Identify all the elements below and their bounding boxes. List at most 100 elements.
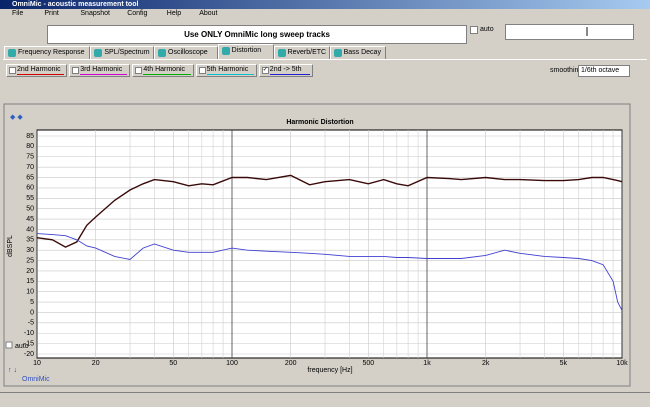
chart-auto-label: auto (15, 343, 29, 350)
harmonic-label: 4th Harmonic (143, 66, 186, 73)
tab-icon (8, 49, 16, 57)
tab-label: Bass Decay (343, 49, 381, 56)
plot-area (36, 129, 623, 359)
y-tick-label: 80 (26, 143, 34, 150)
y-tick-label: 0 (30, 309, 34, 316)
checkbox[interactable] (5, 341, 13, 349)
x-tick-label: 10 (33, 360, 41, 367)
tab[interactable]: SPL/Spectrum (90, 46, 154, 59)
x-tick-label: 1k (423, 360, 431, 367)
harmonic-color (269, 74, 310, 75)
tab-label: Frequency Response (18, 49, 85, 56)
harmonic-option[interactable]: 4th Harmonic (132, 64, 194, 77)
harmonic-label: 2nd Harmonic (17, 66, 61, 73)
tab-icon (94, 49, 103, 57)
y-tick-label: 15 (26, 278, 34, 285)
tab-label: Distortion (231, 47, 262, 54)
x-tick-label: 200 (285, 360, 297, 367)
nav-arrows[interactable]: ↑ ↓ (8, 367, 17, 374)
x-tick-label: 50 (169, 360, 177, 367)
harmonic-label: 5th Harmonic (206, 66, 249, 73)
y-tick-label: 30 (26, 247, 34, 254)
checkbox[interactable] (72, 67, 80, 74)
x-tick-label: 10k (616, 360, 628, 367)
y-tick-label: 40 (26, 226, 34, 233)
tab[interactable]: Bass Decay (329, 46, 386, 59)
series-line (36, 233, 623, 311)
tab-icon (277, 49, 286, 57)
brand-label: OmniMic (22, 376, 50, 383)
x-axis-label: frequency [Hz] (307, 367, 352, 374)
tab-icon (221, 47, 230, 55)
menu-bar: File Print Snapshot Config Help About (0, 9, 217, 20)
y-tick-label: 10 (26, 289, 34, 296)
y-tick-label: 50 (26, 206, 34, 213)
x-tick-label: 20 (92, 360, 100, 367)
tab-icon (333, 49, 342, 57)
tab[interactable]: Frequency Response (4, 46, 91, 59)
y-tick-label: 5 (30, 299, 34, 306)
menu-item[interactable]: Print (44, 10, 59, 17)
chart-title: Harmonic Distortion (286, 119, 353, 126)
tab[interactable]: Oscilloscope (154, 46, 218, 59)
y-tick-label: -15 (24, 340, 34, 347)
x-tick-label: 500 (362, 360, 374, 367)
y-tick-label: 20 (26, 268, 34, 275)
checkbox[interactable] (198, 67, 206, 74)
series-line (36, 174, 623, 248)
menu-item[interactable]: File (12, 10, 24, 17)
tab-icon (158, 49, 166, 57)
y-tick-label: 35 (26, 237, 34, 244)
y-tick-label: 75 (26, 154, 34, 161)
tab[interactable]: Reverb/ETC (273, 46, 330, 59)
zoom-icons[interactable]: ◆ ◆ (10, 114, 23, 121)
checkbox[interactable] (9, 67, 16, 74)
harmonic-label: 2nd -> 5th (269, 66, 302, 73)
y-tick-label: 65 (26, 174, 34, 181)
title-bar: OmniMic - acoustic measurement tool (0, 0, 650, 9)
banner: Use ONLY OmniMic long sweep tracks (47, 25, 467, 44)
harmonic-option[interactable]: ✓ 2nd -> 5th (258, 64, 313, 77)
checkbox[interactable] (135, 67, 143, 74)
y-tick-label: 45 (26, 216, 34, 223)
menu-item[interactable]: Config (127, 10, 148, 17)
smoothing-label: smoothing (550, 67, 583, 74)
harmonic-option[interactable]: 3rd Harmonic (69, 64, 131, 77)
y-tick-label: 85 (26, 133, 34, 140)
checkbox[interactable] (470, 26, 478, 34)
y-tick-label: -5 (28, 320, 34, 327)
y-tick-label: -20 (24, 351, 34, 358)
y-tick-label: 70 (26, 164, 34, 171)
menu-item[interactable]: Help (166, 10, 182, 17)
harmonic-color (80, 74, 128, 75)
auto-label: auto (480, 26, 494, 33)
harmonic-color (206, 74, 254, 75)
slider[interactable] (505, 24, 634, 40)
status-bar (0, 392, 650, 407)
checkbox[interactable]: ✓ (261, 67, 269, 74)
tab-bar: Frequency Response SPL/Spectrum Oscillosco… (4, 44, 404, 59)
smoothing-value: 1/6th octave (581, 67, 620, 74)
tab-label: SPL/Spectrum (104, 49, 150, 56)
harmonic-label: 3rd Harmonic (80, 66, 123, 73)
slider-thumb[interactable] (586, 27, 588, 36)
y-axis-label: dBSPL (7, 235, 14, 257)
menu-item[interactable]: Snapshot (80, 10, 110, 17)
harmonic-option[interactable]: 2nd Harmonic (6, 64, 68, 77)
y-tick-label: 25 (26, 257, 34, 264)
tab-label: Oscilloscope (168, 49, 208, 56)
tab[interactable]: Distortion (217, 44, 274, 59)
smoothing-select[interactable]: 1/6th octave (578, 65, 630, 77)
y-tick-label: 60 (26, 185, 34, 192)
x-tick-label: 100 (226, 360, 238, 367)
x-tick-label: 2k (482, 360, 490, 367)
tab-panel (3, 59, 647, 100)
tab-label: Reverb/ETC (287, 49, 327, 56)
window-title: OmniMic - acoustic measurement tool (12, 1, 139, 8)
y-tick-label: 55 (26, 195, 34, 202)
y-tick-label: -10 (24, 330, 34, 337)
harmonic-color (17, 74, 65, 75)
menu-item[interactable]: About (199, 10, 218, 17)
harmonic-option[interactable]: 5th Harmonic (195, 64, 257, 77)
